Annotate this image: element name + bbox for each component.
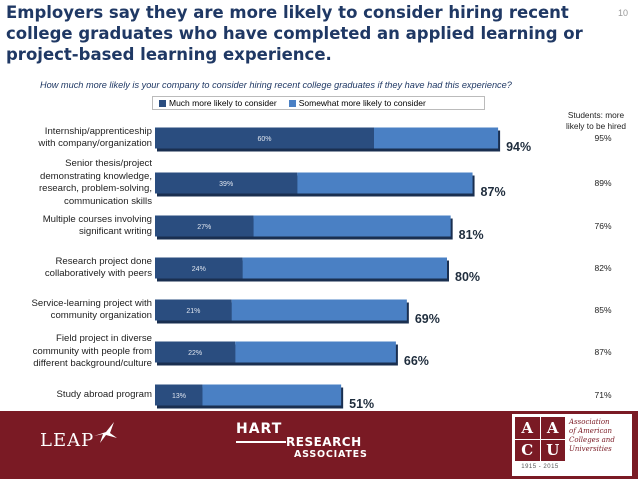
total-label: 94% <box>506 140 532 154</box>
chart-legend: Much more likely to consider Somewhat mo… <box>152 96 485 110</box>
bar-somewhat-more-likely <box>202 384 342 406</box>
aacu-name: Association of American Colleges and Uni… <box>569 418 615 454</box>
chart-question: How much more likely is your company to … <box>40 80 512 90</box>
legend-label-somewhat: Somewhat more likely to consider <box>298 98 426 108</box>
legend-item-somewhat: Somewhat more likely to consider <box>288 98 426 108</box>
total-label: 80% <box>455 270 481 284</box>
bar-value-label: 60% <box>257 136 271 143</box>
leap-star-icon <box>94 422 117 443</box>
bar-much-more-likely <box>155 299 232 321</box>
legend-swatch-much <box>159 99 166 107</box>
aacu-letter-3: C <box>515 439 540 461</box>
aacu-years: 1915 - 2015 <box>521 464 559 470</box>
students-value: 87% <box>594 347 612 357</box>
leap-logo: LEAP <box>40 430 95 451</box>
hart-line-2: RESEARCH <box>286 435 362 449</box>
bar-somewhat-more-likely <box>235 341 396 363</box>
hart-line-3: ASSOCIATES <box>294 449 368 460</box>
total-label: 66% <box>403 354 429 368</box>
bar-somewhat-more-likely <box>297 172 473 194</box>
students-value: 76% <box>594 221 612 231</box>
students-value: 71% <box>594 390 612 400</box>
bar-chart: 60% 39% 27% 24% 21% 22% 13% <box>155 127 501 409</box>
aacu-name-line-2: of American <box>569 427 613 435</box>
total-label: 87% <box>480 185 506 199</box>
total-label: 51% <box>349 397 375 411</box>
legend-item-much: Much more likely to consider <box>159 98 277 108</box>
students-column-header: Students: more likely to be hired <box>556 110 636 132</box>
aacu-letter-1: A <box>515 417 540 439</box>
bar-value-label: 39% <box>219 181 233 188</box>
aacu-logo: A A C U Association of American Colleges… <box>512 414 632 476</box>
legend-label-much: Much more likely to consider <box>169 98 277 108</box>
bar-somewhat-more-likely <box>231 299 407 321</box>
category-label: Study abroad program <box>56 388 152 400</box>
aacu-name-line-3: Colleges and <box>569 436 615 444</box>
aacu-name-line-4: Universities <box>569 445 612 453</box>
total-label: 81% <box>458 228 484 242</box>
bar-value-label: 27% <box>197 224 211 231</box>
page-number: 10 <box>617 8 628 18</box>
students-value: 85% <box>594 305 612 315</box>
bar-much-more-likely <box>155 257 243 279</box>
total-label: 69% <box>414 312 440 326</box>
bar-much-more-likely <box>155 127 374 149</box>
category-label: Multiple courses involving significant wr… <box>42 213 152 238</box>
bar-somewhat-more-likely <box>374 127 499 149</box>
legend-swatch-somewhat <box>288 99 296 107</box>
bar-somewhat-more-likely <box>242 257 447 279</box>
bar-value-label: 22% <box>188 350 202 357</box>
category-label: Internship/apprenticeship with company/or… <box>38 125 152 150</box>
hart-research-logo: HART RESEARCH ASSOCIATES <box>236 421 368 460</box>
aacu-monogram: A A C U <box>515 417 565 461</box>
bar-much-more-likely <box>155 215 254 237</box>
hart-line-1: HART <box>236 421 283 437</box>
bar-value-label: 13% <box>172 393 186 400</box>
aacu-letter-4: U <box>540 439 565 461</box>
bar-value-label: 21% <box>186 308 200 315</box>
aacu-name-line-1: Association <box>569 418 610 426</box>
bar-somewhat-more-likely <box>253 215 451 237</box>
category-label: Field project in diverse community with p… <box>32 333 152 370</box>
students-value: 89% <box>594 178 612 188</box>
bar-much-more-likely <box>155 384 203 406</box>
category-label: Senior thesis/project demonstrating knowl… <box>38 158 152 207</box>
slide-title: Employers say they are more likely to co… <box>6 3 583 64</box>
students-header-line-2: likely to be hired <box>566 121 626 131</box>
students-value: 95% <box>594 133 612 143</box>
hart-divider <box>236 441 286 443</box>
category-label: Research project done collaboratively wit… <box>44 255 152 280</box>
aacu-letter-2: A <box>540 417 565 439</box>
bar-much-more-likely <box>155 172 298 194</box>
students-value: 82% <box>594 263 612 273</box>
students-header-line-1: Students: more <box>567 110 625 120</box>
bar-much-more-likely <box>155 341 236 363</box>
category-label: Service-learning project with community o… <box>31 297 152 322</box>
bar-value-label: 24% <box>192 266 206 273</box>
